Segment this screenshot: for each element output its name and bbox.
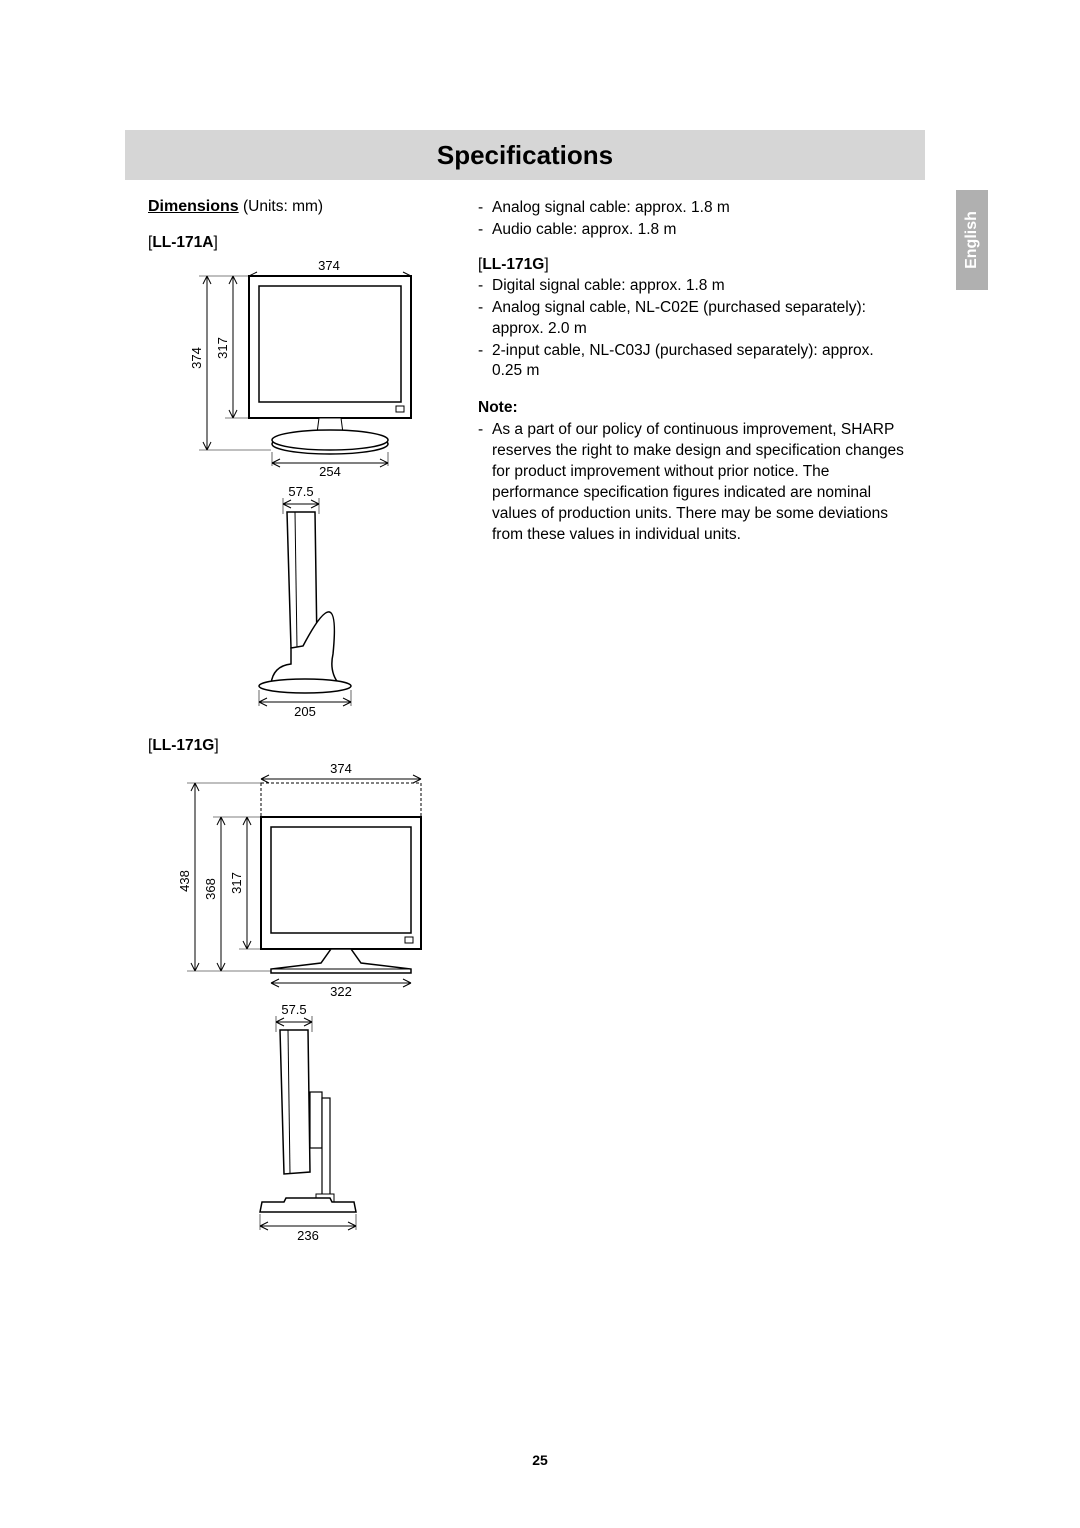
list-item: -Digital signal cable: approx. 1.8 m bbox=[478, 276, 908, 297]
dimensions-units: (Units: mm) bbox=[239, 198, 323, 215]
title-bar: Specifications bbox=[125, 130, 925, 180]
list-item: -2-input cable, NL-C03J (purchased separ… bbox=[478, 341, 908, 383]
dim-g-side-top: 57.5 bbox=[281, 1002, 306, 1017]
list-item: -Audio cable: approx. 1.8 m bbox=[478, 220, 908, 241]
dim-a-h-inner: 317 bbox=[215, 337, 230, 359]
dim-g-h2: 368 bbox=[203, 878, 218, 900]
dim-a-side-top: 57.5 bbox=[288, 484, 313, 499]
page-title: Specifications bbox=[437, 140, 613, 171]
diagram-g-side: 57.5 236 bbox=[236, 1002, 376, 1247]
diagram-g-front: 374 438 368 317 322 bbox=[161, 761, 451, 996]
note-text: -As a part of our policy of continuous i… bbox=[478, 420, 908, 546]
dim-g-h3: 317 bbox=[229, 872, 244, 894]
model-a-label: [LL-171A] bbox=[148, 234, 463, 252]
dim-g-base: 322 bbox=[330, 984, 352, 996]
dim-a-side-base: 205 bbox=[294, 704, 316, 719]
diagram-a-front: 374 374 317 254 bbox=[171, 258, 441, 478]
dim-g-side-base: 236 bbox=[297, 1228, 319, 1243]
list-item: -Analog signal cable, NL-C02E (purchased… bbox=[478, 298, 908, 340]
dim-a-base: 254 bbox=[319, 464, 341, 478]
page-number: 25 bbox=[0, 1452, 1080, 1468]
language-tab: English bbox=[956, 190, 988, 290]
right-column: -Analog signal cable: approx. 1.8 m -Aud… bbox=[478, 198, 908, 547]
language-label: English bbox=[963, 211, 981, 269]
dim-g-width: 374 bbox=[330, 761, 352, 776]
dim-g-h1: 438 bbox=[177, 870, 192, 892]
dimensions-heading: Dimensions bbox=[148, 198, 239, 215]
note-heading: Note: bbox=[478, 398, 908, 419]
dim-a-width: 374 bbox=[318, 258, 340, 273]
dim-a-h-outer: 374 bbox=[189, 347, 204, 369]
diagram-a-side: 57.5 205 bbox=[241, 484, 371, 719]
model-g-label: [LL-171G] bbox=[148, 737, 463, 755]
list-item: -Analog signal cable: approx. 1.8 m bbox=[478, 198, 908, 219]
left-column: Dimensions (Units: mm) [LL-171A] 374 374… bbox=[148, 198, 463, 1253]
model-g-right-label: [LL-171G] bbox=[478, 255, 908, 276]
